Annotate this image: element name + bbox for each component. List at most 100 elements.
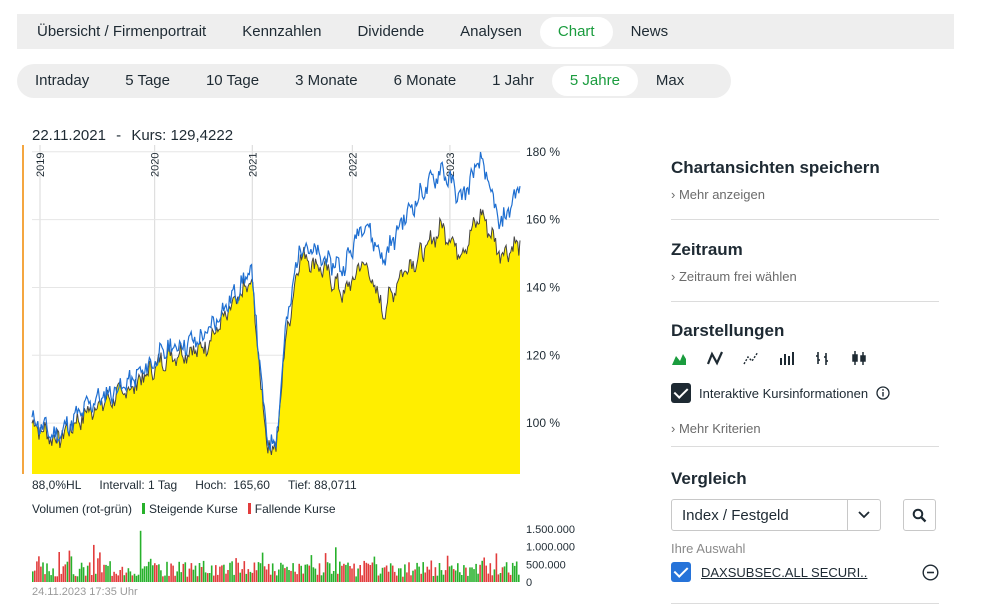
- save-views-section: Chartansichten speichern › Mehr anzeigen: [671, 158, 939, 202]
- tab-5[interactable]: News: [630, 22, 669, 40]
- dot-line-chart-icon[interactable]: [743, 350, 759, 366]
- volume-bar: [115, 573, 117, 582]
- divider: [671, 603, 939, 604]
- volume-bar: [353, 563, 355, 582]
- volume-bar: [487, 573, 490, 582]
- volume-bar: [341, 565, 343, 582]
- volume-tick-label: 500.000: [526, 559, 566, 571]
- mehr-kriterien-label: Mehr Kriterien: [678, 421, 761, 436]
- interaktive-toggle[interactable]: Interaktive Kursinformationen: [671, 383, 939, 403]
- volume-bar: [351, 568, 353, 582]
- falling-legend-label: Fallende Kurse: [254, 502, 336, 516]
- volume-bar: [448, 566, 451, 582]
- range-tab-4[interactable]: 6 Monate: [393, 72, 457, 89]
- volume-bar: [324, 553, 327, 582]
- volume-bar: [332, 571, 335, 582]
- year-label: 2022: [347, 153, 359, 177]
- tab-4[interactable]: Chart: [539, 16, 613, 47]
- volume-bar: [422, 562, 424, 582]
- volume-bar: [292, 563, 294, 582]
- price-chart[interactable]: 2019 2020 2021 2022 2023 180 % 160 % 140 % 120 %…: [0, 140, 640, 600]
- range-tab-5[interactable]: 1 Jahr: [492, 72, 534, 89]
- volume-bar: [432, 576, 435, 582]
- volume-label: Volumen (rot-grün): [32, 502, 133, 516]
- volume-bar: [507, 572, 510, 582]
- volume-bar: [215, 565, 217, 582]
- mehr-kriterien-link[interactable]: › Mehr Kriterien: [671, 421, 939, 436]
- range-tab-3[interactable]: 3 Monate: [295, 72, 358, 89]
- volume-bar: [40, 566, 42, 582]
- volume-bar: [306, 564, 309, 582]
- volume-bar: [34, 570, 36, 582]
- vergleich-select[interactable]: Index / Festgeld: [671, 499, 881, 531]
- volume-bar: [160, 570, 162, 582]
- volume-bar: [166, 561, 168, 582]
- volume-bar: [420, 573, 422, 582]
- tab-0[interactable]: Übersicht / Firmenportrait: [37, 22, 207, 40]
- volume-bar: [54, 576, 56, 582]
- candlestick-chart-icon[interactable]: [851, 350, 867, 366]
- ohlc-chart-icon[interactable]: [779, 350, 795, 366]
- range-tab-1[interactable]: 5 Tage: [125, 72, 170, 89]
- volume-bar: [158, 564, 160, 582]
- range-tab-6[interactable]: 5 Jahre: [551, 66, 638, 96]
- mountain-chart-icon[interactable]: [671, 350, 687, 366]
- volume-bar: [361, 575, 363, 582]
- volume-bar: [406, 572, 408, 582]
- hoch-value: 165,60: [233, 478, 270, 492]
- volume-bar: [176, 571, 178, 582]
- volume-bar: [261, 552, 264, 582]
- tab-1[interactable]: Kennzahlen: [242, 22, 322, 40]
- volume-bar: [36, 561, 38, 582]
- volume-bar: [217, 574, 219, 582]
- volume-bar: [337, 573, 339, 582]
- divider: [671, 219, 939, 220]
- zeitraum-link[interactable]: › Zeitraum frei wählen: [671, 269, 939, 284]
- search-button[interactable]: [903, 499, 936, 531]
- year-label: 2023: [445, 153, 457, 177]
- volume-bar: [345, 564, 347, 582]
- volume-bar: [251, 572, 254, 582]
- interaktive-checkbox[interactable]: [671, 383, 691, 403]
- volume-bar: [237, 562, 239, 582]
- remove-circle-icon[interactable]: [922, 563, 939, 581]
- volume-bar: [387, 571, 390, 582]
- interaktive-label: Interaktive Kursinformationen: [699, 385, 869, 401]
- selection-link[interactable]: DAXSUBSEC.ALL SECURI..: [701, 564, 868, 580]
- volume-bar: [109, 561, 111, 582]
- volume-bar: [44, 574, 46, 582]
- chart-kurs: Kurs: 129,4222: [131, 127, 234, 144]
- volume-bar: [312, 567, 315, 582]
- vergleich-controls: Index / Festgeld: [671, 499, 939, 531]
- tief-value: Tief: 88,0711: [287, 478, 357, 492]
- bar-chart-icon[interactable]: [815, 350, 831, 366]
- info-icon[interactable]: [876, 386, 890, 400]
- volume-bar: [62, 566, 65, 582]
- volume-bar: [194, 565, 197, 582]
- range-tab-0[interactable]: Intraday: [35, 72, 90, 89]
- volume-bar: [119, 570, 121, 582]
- main-tab-bar: Übersicht / Firmenportrait Kennzahlen Divi…: [17, 14, 954, 49]
- line-chart-icon[interactable]: [707, 350, 723, 366]
- volume-bar: [117, 575, 119, 582]
- mehr-anzeigen-link[interactable]: › Mehr anzeigen: [671, 187, 939, 202]
- falling-legend: Fallende Kurse: [247, 502, 336, 516]
- volume-bar: [304, 564, 307, 582]
- volume-bar: [147, 561, 150, 582]
- volume-bar: [91, 575, 93, 582]
- volume-bar: [168, 575, 170, 582]
- chevron-down-icon[interactable]: [847, 500, 880, 530]
- volume-bar: [245, 573, 248, 582]
- volume-bar: [298, 563, 300, 582]
- volume-bar: [127, 568, 130, 582]
- volume-bar: [280, 562, 282, 582]
- selection-checkbox[interactable]: [671, 562, 691, 582]
- tab-3[interactable]: Analysen: [460, 22, 522, 40]
- range-tab-2[interactable]: 10 Tage: [205, 72, 260, 89]
- hoch-label: Hoch:: [195, 478, 227, 492]
- tab-2[interactable]: Dividende: [357, 22, 425, 40]
- volume-bar: [483, 557, 485, 582]
- volume-bar: [515, 561, 518, 582]
- volume-bar: [143, 566, 146, 582]
- range-tab-7[interactable]: Max: [655, 72, 685, 89]
